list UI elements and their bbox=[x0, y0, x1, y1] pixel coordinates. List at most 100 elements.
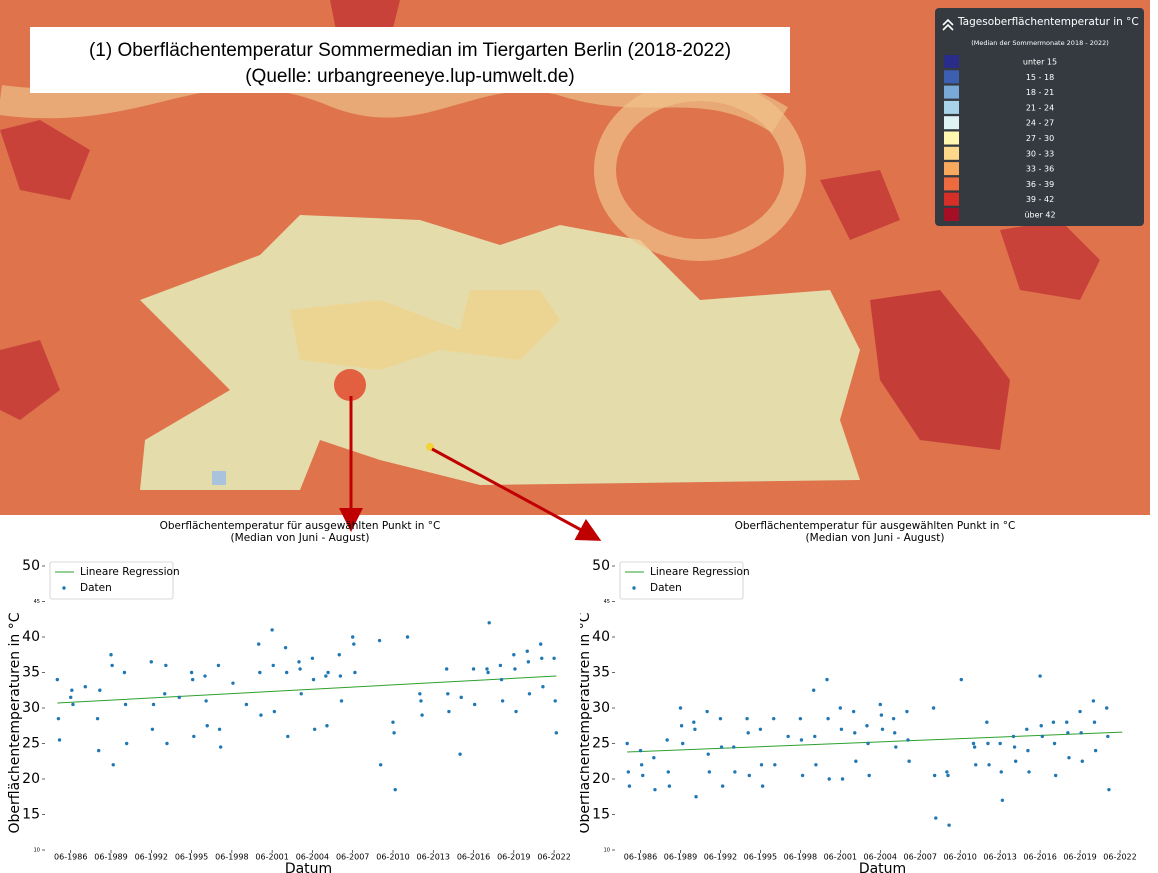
data-point bbox=[841, 777, 844, 780]
data-point bbox=[974, 763, 977, 766]
data-point bbox=[1078, 710, 1081, 713]
data-point bbox=[1013, 745, 1016, 748]
data-point bbox=[668, 784, 671, 787]
data-point bbox=[1094, 749, 1097, 752]
legend-swatch bbox=[944, 70, 959, 83]
data-point bbox=[1040, 724, 1043, 727]
x-tick-label: 06-1995 bbox=[175, 853, 208, 862]
data-point bbox=[1107, 788, 1110, 791]
regression-line bbox=[627, 732, 1122, 752]
data-point bbox=[639, 749, 642, 752]
data-point bbox=[340, 699, 343, 702]
data-point bbox=[813, 735, 816, 738]
data-point bbox=[231, 681, 234, 684]
data-point bbox=[297, 660, 300, 663]
data-point bbox=[693, 728, 696, 731]
x-tick-label: 06-2007 bbox=[336, 853, 369, 862]
data-point bbox=[270, 628, 273, 631]
y-tick-label: 45 bbox=[34, 599, 40, 605]
data-point bbox=[500, 678, 503, 681]
data-point bbox=[1038, 674, 1041, 677]
legend-swatch bbox=[944, 55, 959, 68]
data-point bbox=[653, 788, 656, 791]
legend-label: Lineare Regression bbox=[80, 566, 180, 578]
data-point bbox=[513, 667, 516, 670]
legend-swatch bbox=[944, 132, 959, 145]
scatter-chart: Oberflächentemperatur für ausgewählten P… bbox=[0, 515, 575, 873]
data-point bbox=[190, 671, 193, 674]
data-point bbox=[707, 752, 710, 755]
data-point bbox=[110, 664, 113, 667]
y-tick-label: 40 bbox=[22, 629, 40, 645]
data-point bbox=[680, 724, 683, 727]
data-point bbox=[760, 763, 763, 766]
regression-line bbox=[57, 676, 556, 703]
data-point bbox=[300, 692, 303, 695]
data-point bbox=[352, 642, 355, 645]
legend-subtitle: (Median der Sommermonate 2018 - 2022) bbox=[971, 39, 1109, 47]
y-tick-label: 20 bbox=[22, 771, 40, 787]
legend-label: 27 - 30 bbox=[1026, 134, 1054, 143]
data-point bbox=[257, 642, 260, 645]
data-point bbox=[70, 689, 73, 692]
data-point bbox=[339, 674, 342, 677]
x-tick-label: 06-1992 bbox=[135, 853, 168, 862]
legend-swatch bbox=[944, 193, 959, 206]
x-tick-label: 06-1998 bbox=[784, 853, 817, 862]
data-point bbox=[652, 756, 655, 759]
data-point bbox=[501, 699, 504, 702]
data-point bbox=[972, 742, 975, 745]
data-point bbox=[720, 745, 723, 748]
data-point bbox=[998, 742, 1001, 745]
x-tick-label: 06-2013 bbox=[417, 853, 450, 862]
data-point bbox=[204, 699, 207, 702]
legend-label: Daten bbox=[80, 582, 112, 594]
data-point bbox=[554, 699, 557, 702]
legend-swatch bbox=[944, 116, 959, 129]
data-point bbox=[217, 664, 220, 667]
data-point bbox=[218, 728, 221, 731]
data-point bbox=[679, 706, 682, 709]
chart-title: Oberflächentemperatur für ausgewählten P… bbox=[160, 520, 441, 532]
data-point bbox=[273, 710, 276, 713]
data-point bbox=[298, 667, 301, 670]
data-point bbox=[69, 696, 72, 699]
data-point bbox=[445, 667, 448, 670]
data-point bbox=[1065, 721, 1068, 724]
data-point bbox=[745, 717, 748, 720]
data-point bbox=[705, 710, 708, 713]
x-tick-label: 06-2022 bbox=[1103, 853, 1136, 862]
data-point bbox=[392, 731, 395, 734]
data-point bbox=[394, 788, 397, 791]
data-point bbox=[458, 752, 461, 755]
data-point bbox=[419, 699, 422, 702]
y-tick-label: 25 bbox=[592, 736, 610, 752]
y-tick-label: 40 bbox=[592, 629, 610, 645]
y-tick-label: 15 bbox=[592, 807, 610, 823]
data-point bbox=[379, 763, 382, 766]
data-point bbox=[1026, 749, 1029, 752]
data-point bbox=[721, 784, 724, 787]
data-point bbox=[1093, 721, 1096, 724]
data-point bbox=[1067, 756, 1070, 759]
data-point bbox=[152, 703, 155, 706]
map-title: (1) Oberflächentemperatur Sommermedian i… bbox=[89, 40, 731, 61]
y-tick-label: 50 bbox=[22, 558, 40, 574]
legend-swatch bbox=[944, 177, 959, 190]
legend-swatch bbox=[944, 162, 959, 175]
data-point bbox=[1081, 760, 1084, 763]
data-point bbox=[852, 710, 855, 713]
data-point bbox=[56, 678, 59, 681]
data-point bbox=[1052, 721, 1055, 724]
data-point bbox=[692, 721, 695, 724]
data-point bbox=[905, 710, 908, 713]
data-point bbox=[880, 713, 883, 716]
data-point bbox=[1041, 735, 1044, 738]
data-point bbox=[932, 706, 935, 709]
map-source: (Quelle: urbangreeneye.lup-umwelt.de) bbox=[245, 66, 575, 87]
data-point bbox=[960, 678, 963, 681]
hot-spot bbox=[334, 369, 366, 401]
legend-label: 21 - 24 bbox=[1026, 103, 1054, 112]
data-point bbox=[665, 738, 668, 741]
scatter-chart: Oberflächentemperatur für ausgewählten P… bbox=[580, 515, 1158, 873]
